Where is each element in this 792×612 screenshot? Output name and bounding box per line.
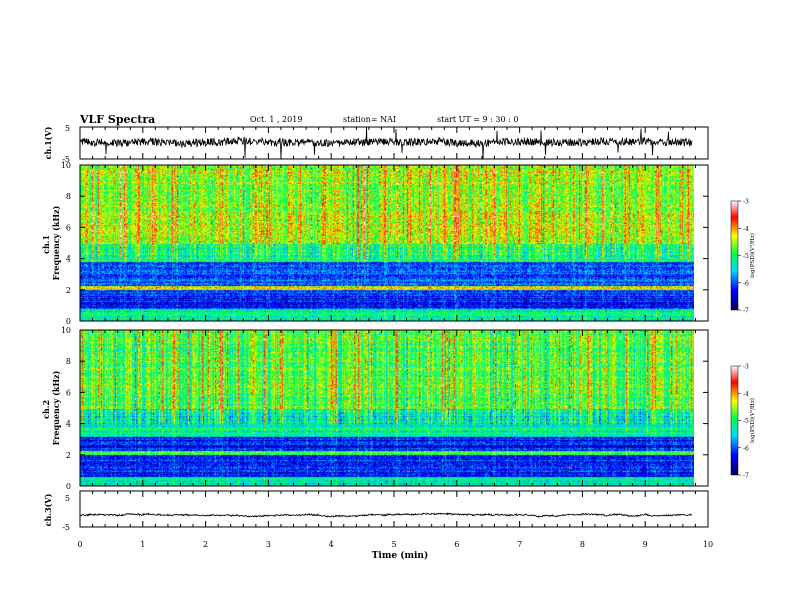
ytick-label: 0 (66, 317, 71, 326)
colorbar-tick-label: -7 (743, 308, 749, 315)
colorbar-tick-label: -5 (743, 418, 749, 425)
ytick-label: 10 (61, 161, 71, 170)
colorbar-tick-label: -7 (743, 473, 749, 480)
ch2-colorbar: -3 -4 -5 -6 -7 log(PSD)(V²/Hz) (730, 364, 756, 480)
colorbar-tick-label: -6 (743, 280, 749, 287)
ytick-label: 4 (66, 420, 71, 429)
time-tick-label: 10 (703, 540, 713, 549)
date-label: Oct. 1 , 2019 (250, 115, 302, 124)
ytick-label: 6 (66, 388, 71, 397)
ch1-spectrogram-ylabel: ch.1 Frequency (kHz) (41, 205, 61, 280)
ytick-label: 0 (66, 482, 71, 491)
time-tick-label: 2 (203, 540, 208, 549)
time-tick-label: 5 (391, 540, 396, 549)
ch3-waveform-line (80, 512, 693, 518)
time-tick-label: 9 (643, 540, 648, 549)
figure-title: VLF Spectra (79, 113, 155, 126)
station-label: station= NAI (343, 115, 396, 124)
ch2-spectrogram-panel: 0 2 4 6 8 10 ch.2 Frequency (kHz) (41, 326, 709, 491)
ch1-spectrogram-yticks: 0 2 4 6 8 10 (61, 161, 708, 326)
time-tick-label: 0 (77, 540, 82, 549)
colorbar-tick-label: -5 (743, 253, 749, 260)
colorbar-gradient (730, 200, 739, 311)
colorbar-label: log(PSD)(V²/Hz) (749, 398, 756, 443)
ch1-waveform-ylabel: ch.1(V) (43, 126, 53, 159)
start-time-label: start UT = 9 : 30 : 0 (437, 115, 518, 124)
ytick-label: 2 (66, 286, 71, 295)
ch2-spectrogram-ylabel-line2: Frequency (kHz) (51, 370, 61, 445)
colorbar-tick-label: -4 (743, 226, 749, 233)
ytick-label: 6 (66, 223, 71, 232)
ch1-waveform-ytick-bottom: -5 (62, 155, 70, 164)
ch1-waveform-line (80, 127, 693, 159)
ch3-waveform-ytick-top: 5 (65, 494, 70, 503)
ch1-spectrogram-ylabel-line1: ch.1 (41, 235, 51, 254)
ch2-spectrogram-yticks: 0 2 4 6 8 10 (61, 326, 708, 491)
time-axis-title: Time (min) (372, 550, 429, 561)
ch3-waveform-ytick-bottom: -5 (62, 523, 70, 532)
colorbar-tick-label: -6 (743, 445, 749, 452)
colorbar-gradient (730, 365, 739, 476)
time-tick-label: 7 (517, 540, 522, 549)
ch1-colorbar: -3 -4 -5 -6 -7 log(PSD)(V²/Hz) (730, 199, 756, 315)
colorbar-label: log(PSD)(V²/Hz) (749, 233, 756, 278)
colorbar-tick-label: -3 (743, 199, 749, 206)
time-tick-label: 8 (580, 540, 585, 549)
ytick-label: 10 (61, 326, 71, 335)
ch2-spectrogram-image (80, 330, 694, 486)
ch1-waveform-ytick-top: 5 (65, 124, 70, 133)
ytick-label: 8 (66, 357, 71, 366)
time-axis-labels: 0 1 2 3 4 5 6 7 8 9 10 (77, 540, 713, 549)
ch2-spectrogram-ylabel: ch.2 Frequency (kHz) (41, 370, 61, 445)
colorbar-tick-label: -4 (743, 391, 749, 398)
time-tick-label: 1 (140, 540, 145, 549)
time-tick-marks (79, 127, 709, 527)
ch1-spectrogram-ylabel-line2: Frequency (kHz) (51, 205, 61, 280)
time-tick-label: 6 (454, 540, 459, 549)
ch1-spectrogram-image (80, 165, 694, 321)
colorbar-tick-label: -3 (743, 364, 749, 371)
ch3-waveform-ylabel: ch.3(V) (43, 493, 53, 526)
time-tick-label: 3 (266, 540, 271, 549)
ytick-label: 4 (66, 255, 71, 264)
ytick-label: 8 (66, 192, 71, 201)
ch2-spectrogram-ylabel-line1: ch.2 (41, 400, 51, 419)
ch1-spectrogram-panel: 0 2 4 6 8 10 ch.1 Frequency (kHz) (41, 161, 709, 326)
ytick-label: 2 (66, 451, 71, 460)
time-tick-label: 4 (329, 540, 334, 549)
